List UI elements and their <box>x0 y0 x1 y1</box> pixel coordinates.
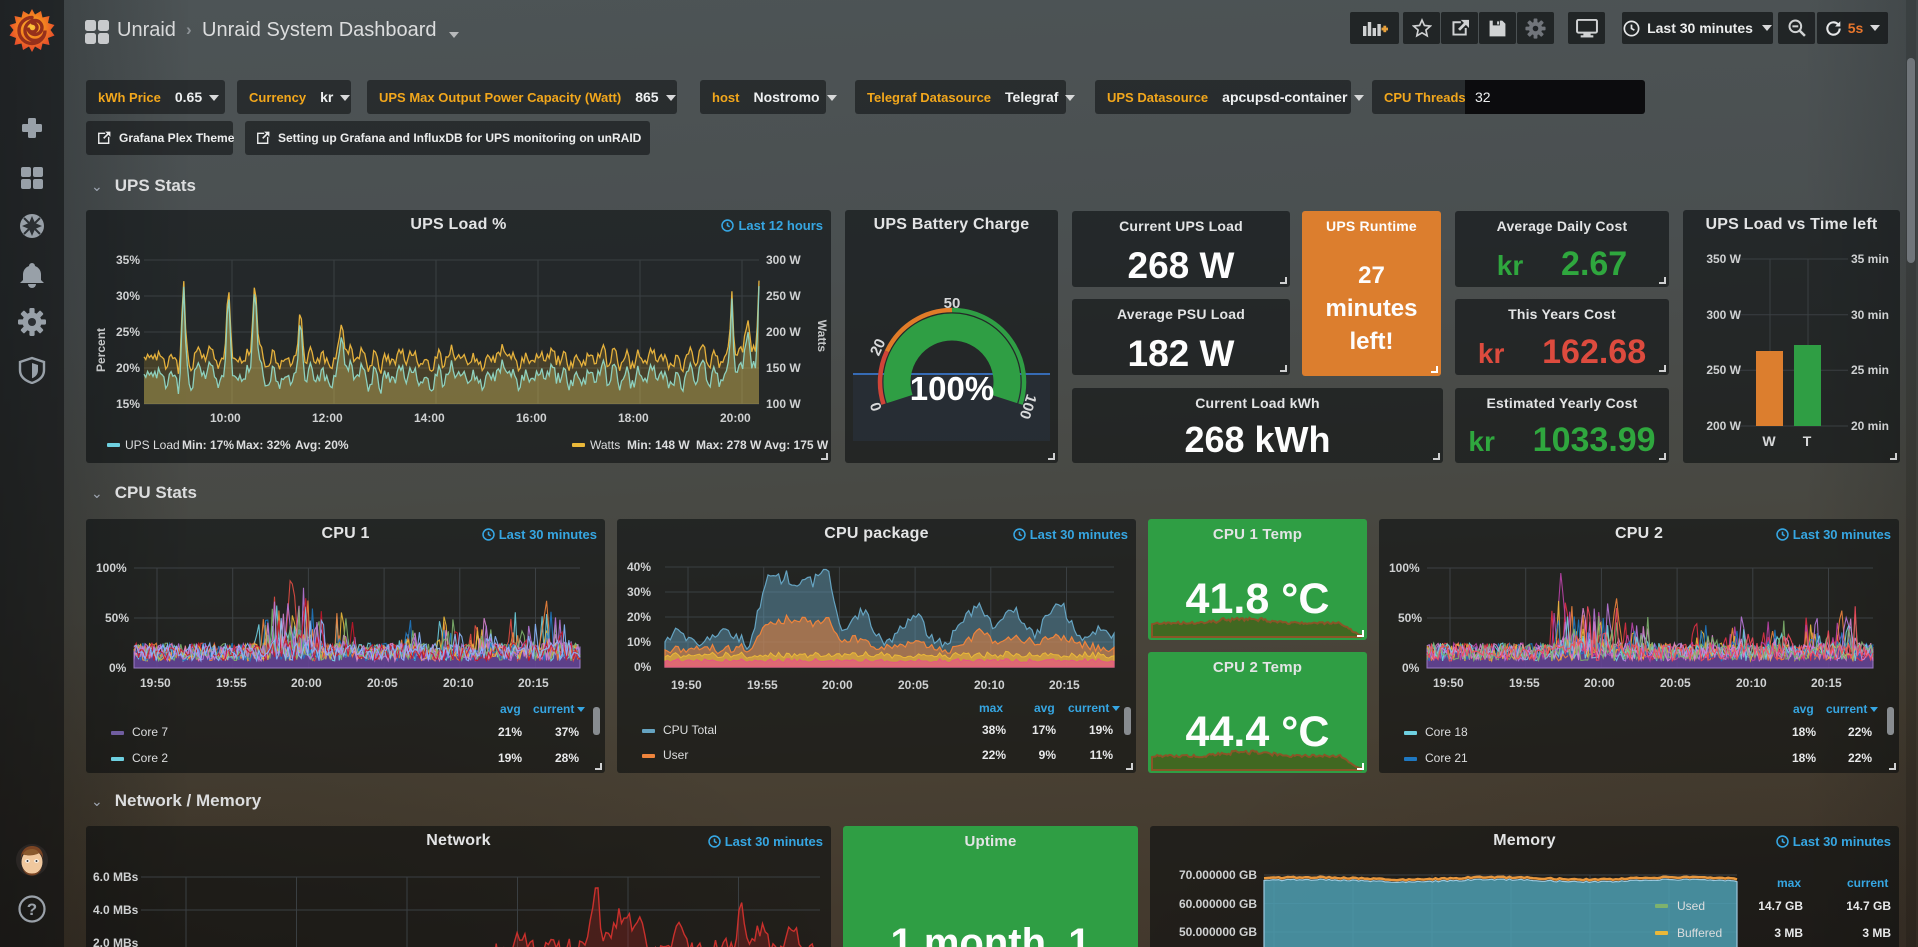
svg-text:100%: 100% <box>910 370 994 407</box>
svg-text:W: W <box>1762 433 1776 449</box>
svg-text:20: 20 <box>867 336 889 358</box>
svg-text:100: 100 <box>1016 392 1040 421</box>
svg-text:50: 50 <box>944 295 961 312</box>
svg-text:?: ? <box>27 900 37 919</box>
svg-text:T: T <box>1803 433 1812 449</box>
